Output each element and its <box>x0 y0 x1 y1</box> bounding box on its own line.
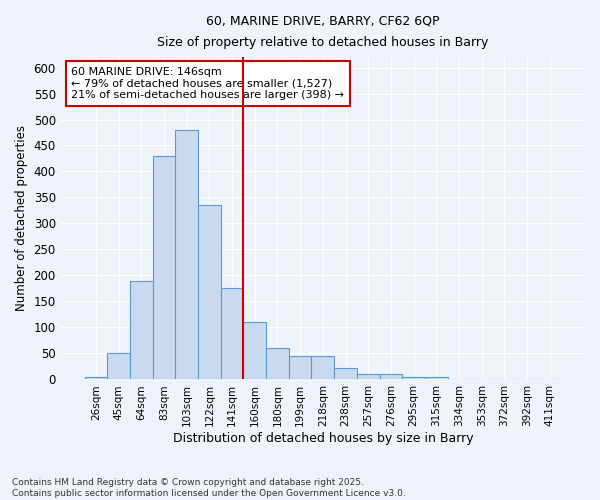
Bar <box>402 377 425 380</box>
Bar <box>85 377 107 380</box>
Text: 60 MARINE DRIVE: 146sqm
← 79% of detached houses are smaller (1,527)
21% of semi: 60 MARINE DRIVE: 146sqm ← 79% of detache… <box>71 67 344 100</box>
Bar <box>448 379 470 380</box>
Bar <box>311 356 334 380</box>
Title: 60, MARINE DRIVE, BARRY, CF62 6QP
Size of property relative to detached houses i: 60, MARINE DRIVE, BARRY, CF62 6QP Size o… <box>157 15 488 49</box>
Bar <box>334 368 357 380</box>
Bar <box>380 374 402 380</box>
Y-axis label: Number of detached properties: Number of detached properties <box>15 126 28 312</box>
Bar <box>425 378 448 380</box>
X-axis label: Distribution of detached houses by size in Barry: Distribution of detached houses by size … <box>173 432 473 445</box>
Bar <box>357 374 380 380</box>
Text: Contains HM Land Registry data © Crown copyright and database right 2025.
Contai: Contains HM Land Registry data © Crown c… <box>12 478 406 498</box>
Bar <box>130 280 152 380</box>
Bar <box>175 130 198 380</box>
Bar <box>107 354 130 380</box>
Bar <box>470 379 493 380</box>
Bar <box>266 348 289 380</box>
Bar <box>221 288 244 380</box>
Bar <box>198 206 221 380</box>
Bar <box>516 379 538 380</box>
Bar <box>152 156 175 380</box>
Bar <box>289 356 311 380</box>
Bar <box>244 322 266 380</box>
